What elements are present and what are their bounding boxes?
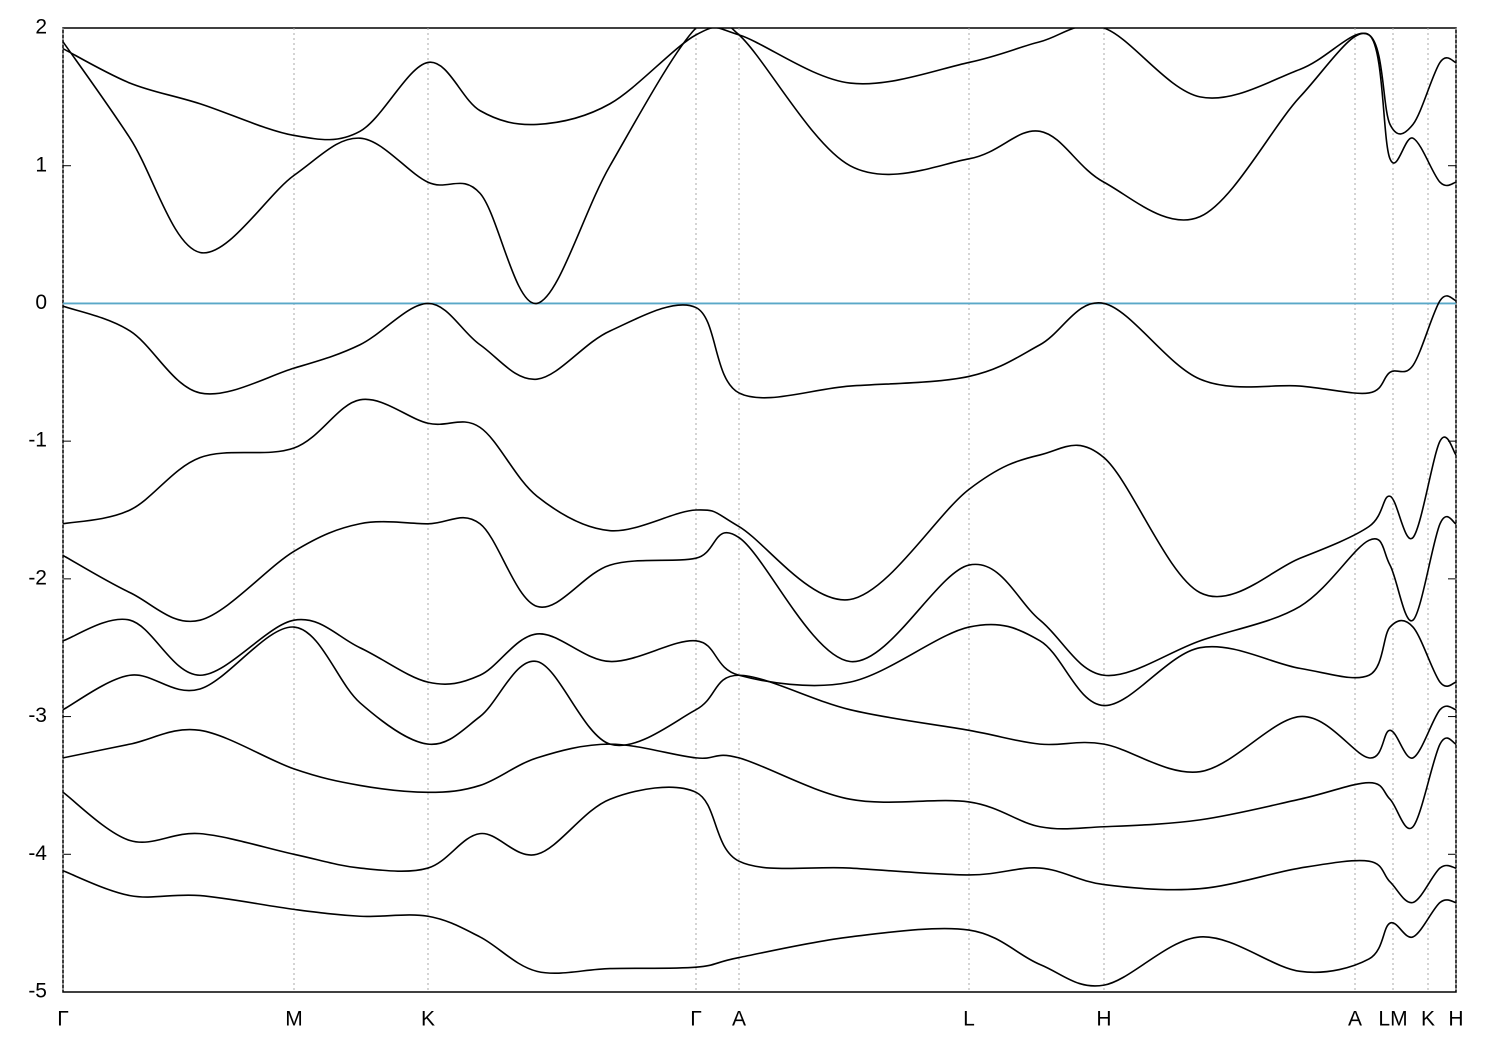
band-line <box>63 295 1456 399</box>
y-tick-label: -5 <box>28 980 47 1003</box>
band-line <box>63 870 1456 987</box>
x-tick-label: M <box>285 1008 303 1031</box>
x-tick-label: H <box>1096 1008 1111 1031</box>
band-line <box>63 728 1456 830</box>
x-tick-label: A <box>1348 1008 1362 1031</box>
y-tick-label: -3 <box>28 704 47 727</box>
band-line <box>63 626 1456 773</box>
x-tick-label: K <box>421 1008 435 1031</box>
band-line <box>63 28 1456 305</box>
x-tick-label: Γ <box>690 1008 702 1031</box>
x-tick-label: H <box>1448 1008 1463 1031</box>
band-line <box>63 515 1456 677</box>
y-tick-label: -2 <box>28 566 47 589</box>
x-tick-label: LM <box>1378 1008 1407 1031</box>
plot-frame <box>62 27 1457 993</box>
y-tick-label: -1 <box>28 429 47 452</box>
x-tick-label: Γ <box>57 1008 69 1031</box>
band-line <box>63 398 1456 601</box>
y-tick-label: -4 <box>28 842 47 865</box>
y-tick-label: 1 <box>35 153 47 176</box>
y-tick-label: 0 <box>35 291 47 314</box>
x-tick-label: A <box>732 1008 746 1031</box>
band-line <box>63 786 1456 904</box>
band-line <box>63 618 1456 707</box>
y-tick-label: 2 <box>35 16 47 39</box>
band-line <box>63 28 1456 141</box>
x-tick-label: L <box>963 1008 975 1031</box>
x-tick-label: K <box>1421 1008 1435 1031</box>
